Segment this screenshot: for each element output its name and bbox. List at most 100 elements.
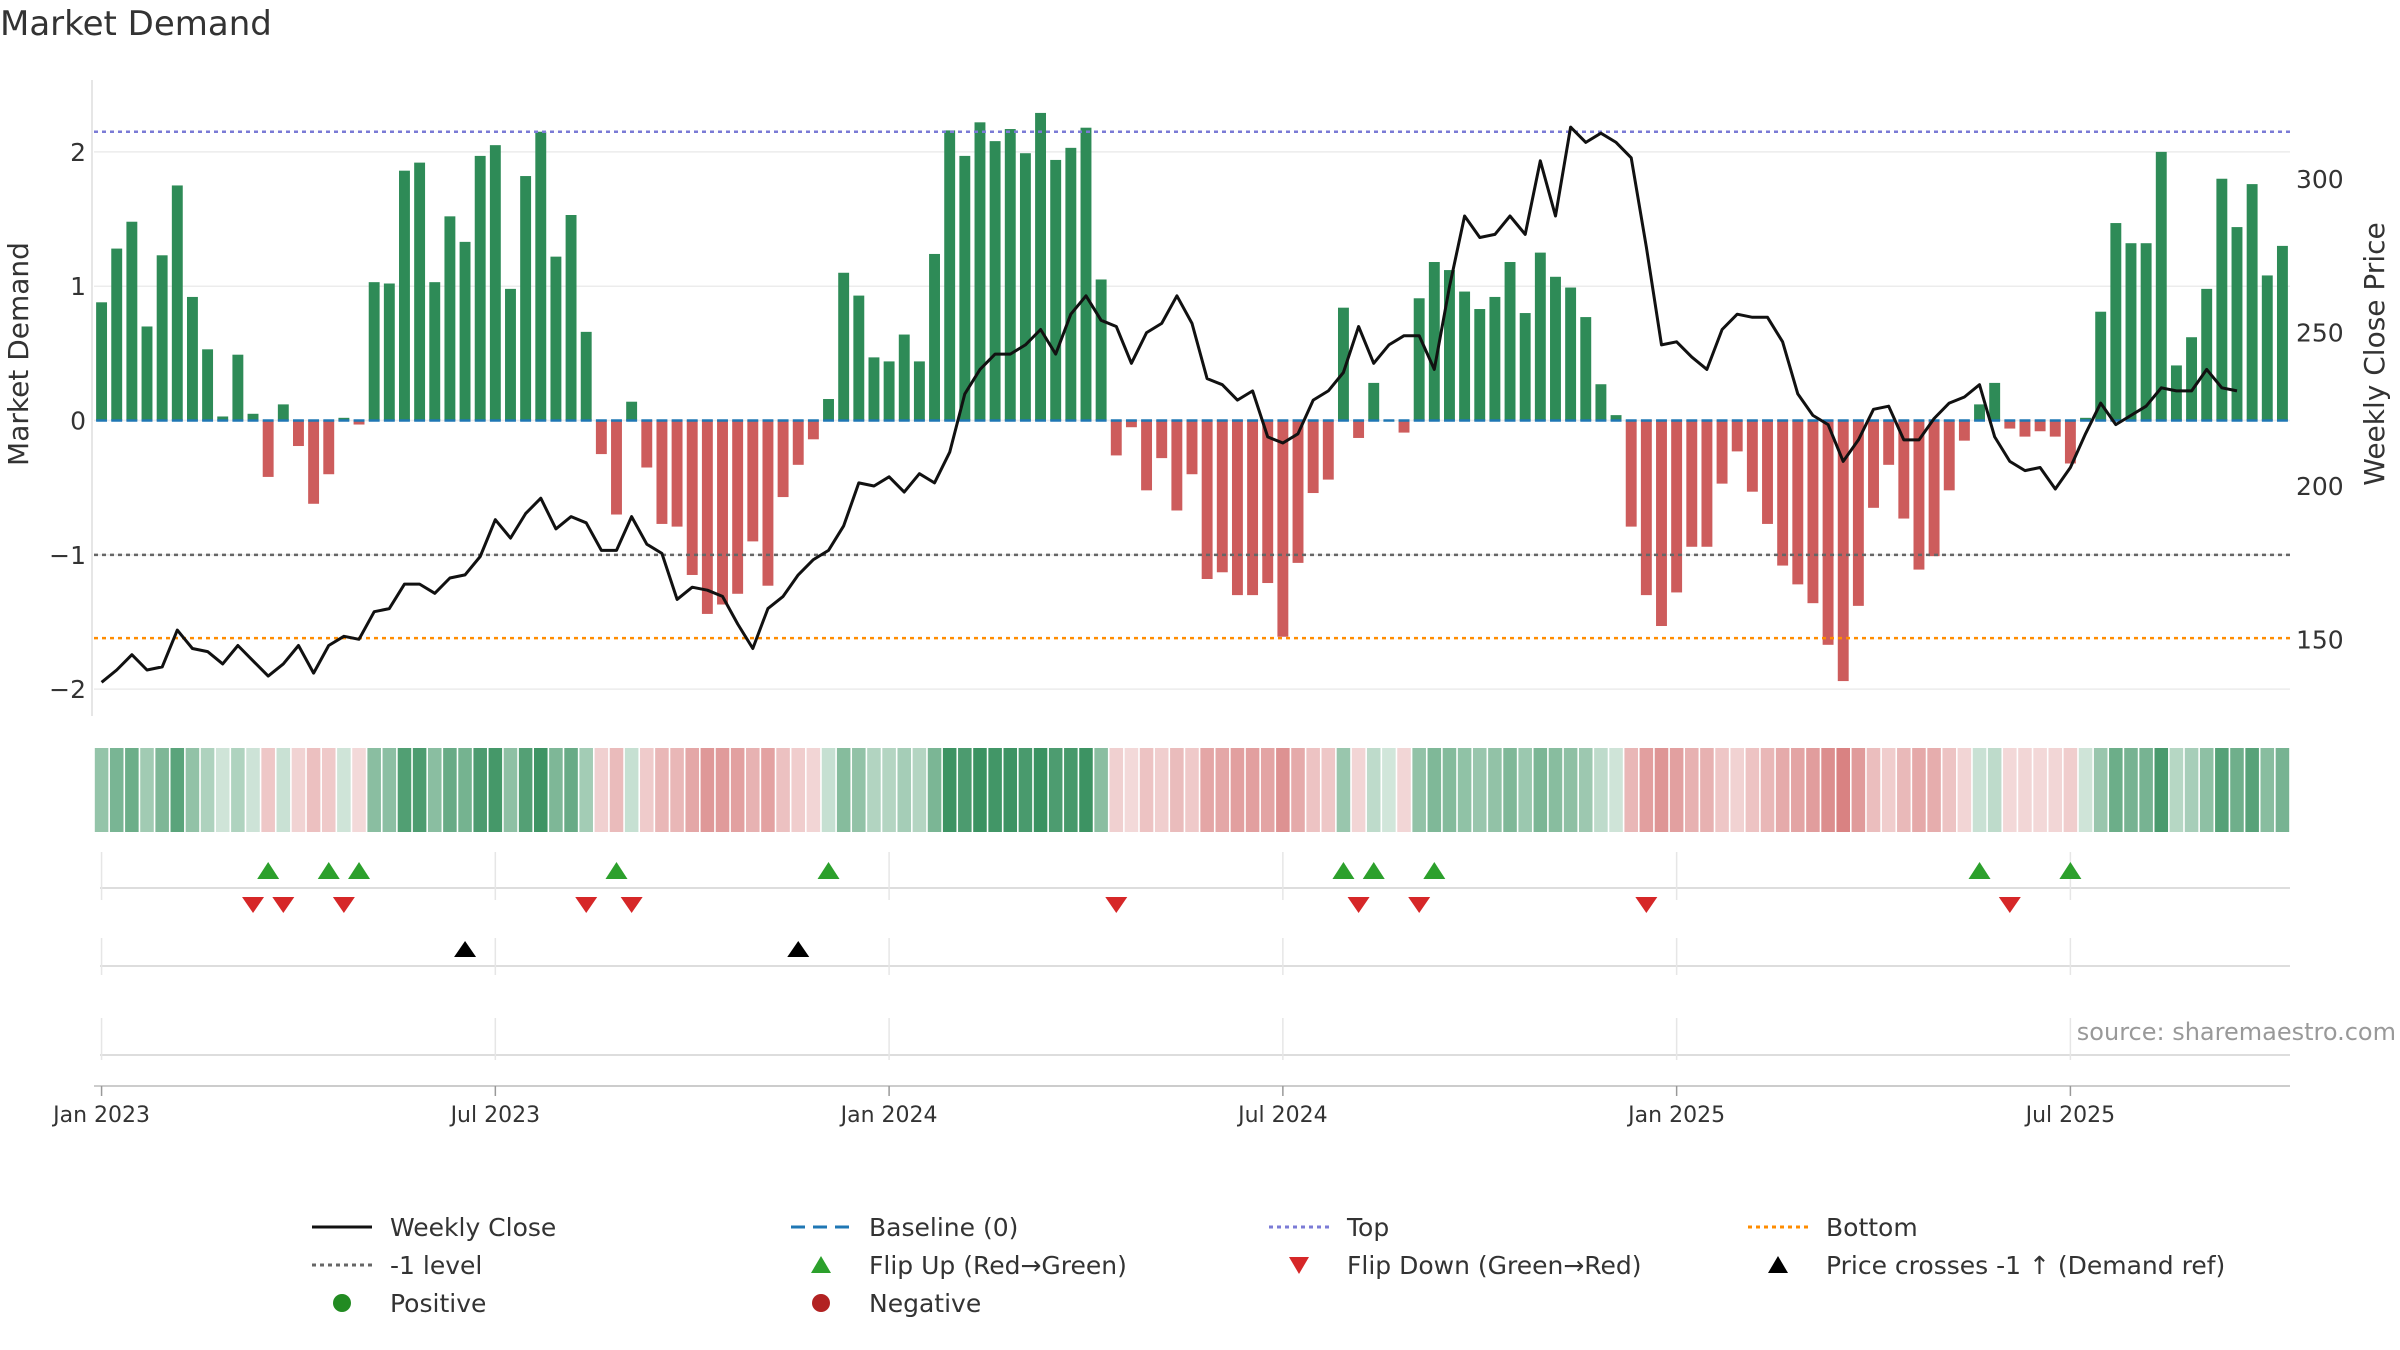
- flip-down-marker: [332, 897, 355, 913]
- demand-bars: [96, 112, 2288, 682]
- heat-cell: [1230, 748, 1245, 832]
- demand-bar: [550, 256, 562, 421]
- heat-cell: [1094, 748, 1108, 832]
- y-tick-label: 2: [70, 138, 86, 167]
- legend-item-negative: Negative: [791, 1284, 981, 1322]
- demand-bar: [1807, 420, 1819, 604]
- heat-cell: [624, 748, 639, 832]
- flip-up-marker: [1423, 862, 1446, 879]
- demand-bar: [338, 417, 350, 421]
- legend-item-flip-down: Flip Down (Green→Red): [1269, 1246, 1642, 1284]
- demand-bar: [1686, 420, 1698, 547]
- demand-bar: [1580, 317, 1592, 421]
- demand-bar: [444, 216, 456, 421]
- demand-bar: [1913, 420, 1925, 570]
- axes-layer: 2 1 0 −1 −2 300 250 200 150: [49, 80, 2344, 716]
- heat-cell: [685, 748, 699, 832]
- heat-cell: [1987, 748, 2002, 832]
- heat-cell: [549, 748, 563, 832]
- demand-bar: [974, 122, 986, 421]
- legend-item-positive: Positive: [312, 1284, 486, 1322]
- demand-bar: [1625, 420, 1637, 527]
- heat-cell: [2275, 748, 2290, 832]
- heat-cell: [594, 748, 609, 832]
- demand-bar: [1762, 420, 1773, 524]
- circle-icon: [333, 1294, 351, 1312]
- demand-bar: [474, 155, 486, 421]
- heat-cell: [321, 748, 336, 832]
- heat-cell: [1079, 748, 1093, 832]
- demand-bar: [1171, 420, 1183, 511]
- heat-cell: [109, 748, 124, 832]
- heat-cell: [2063, 748, 2078, 832]
- heat-cell: [1306, 748, 1320, 832]
- demand-bar: [1413, 298, 1425, 421]
- heat-cell: [776, 748, 790, 832]
- demand-bar: [1519, 313, 1531, 421]
- heat-cell: [1836, 748, 1850, 832]
- heat-cell: [1109, 748, 1124, 832]
- heat-cell: [836, 748, 851, 832]
- heat-cell: [337, 748, 351, 832]
- flip-down-marker: [272, 897, 295, 913]
- heat-cell: [640, 748, 654, 832]
- heat-cell: [1048, 748, 1063, 832]
- x-tick-label: Jul 2024: [1236, 1103, 1328, 1128]
- demand-bar: [1792, 420, 1804, 585]
- demand-bar: [1141, 420, 1153, 491]
- heat-cell: [1912, 748, 1926, 832]
- demand-bar: [247, 413, 259, 421]
- heat-strip: [94, 748, 2290, 832]
- heat-cell: [1791, 748, 1805, 832]
- demand-bar: [777, 420, 789, 498]
- demand-bar: [1004, 129, 1016, 421]
- legend-label: Flip Up (Red→Green): [869, 1250, 1127, 1280]
- legend-item-bottom: Bottom: [1748, 1208, 1918, 1246]
- event-markers: [100, 852, 2290, 1060]
- demand-bar: [368, 282, 380, 421]
- heat-cell: [700, 748, 715, 832]
- heat-cell: [2139, 748, 2153, 832]
- heat-cell: [518, 748, 533, 832]
- heat-cell: [715, 748, 730, 832]
- demand-bar: [1898, 420, 1910, 519]
- demand-bar: [535, 131, 547, 421]
- heat-cell: [609, 748, 624, 832]
- heat-cell: [1351, 748, 1366, 832]
- demand-bar: [1974, 404, 1985, 421]
- heat-cell: [382, 748, 397, 832]
- flip-down-marker: [575, 897, 598, 913]
- heat-cell: [2109, 748, 2123, 832]
- legend-item-price-cross: Price crosses -1 ↑ (Demand ref): [1748, 1246, 2225, 1284]
- demand-bar: [126, 221, 138, 421]
- heat-cell: [1215, 748, 1230, 832]
- demand-bar: [565, 215, 577, 421]
- heat-cell: [1488, 748, 1502, 832]
- demand-bar: [1080, 127, 1092, 421]
- demand-bar: [1337, 307, 1349, 421]
- heat-cell: [2018, 748, 2032, 832]
- demand-bar: [1595, 384, 1607, 421]
- heat-cell: [927, 748, 942, 832]
- demand-bar: [2110, 223, 2122, 421]
- demand-bar: [2155, 151, 2167, 421]
- heat-cell: [412, 748, 427, 832]
- demand-bar: [898, 334, 910, 421]
- demand-bar: [2019, 420, 2031, 437]
- demand-bar: [277, 404, 289, 421]
- legend-item-baseline: Baseline (0): [791, 1208, 1018, 1246]
- legend-item-minus-one: -1 level: [312, 1246, 482, 1284]
- y-tick-label: 1: [70, 272, 86, 301]
- heat-cell: [427, 748, 442, 832]
- heat-cell: [867, 748, 881, 832]
- demand-bar: [1019, 153, 1031, 421]
- heat-cell: [1321, 748, 1336, 832]
- heat-cell: [1154, 748, 1169, 832]
- demand-bar: [1459, 291, 1471, 421]
- demand-bar: [1035, 112, 1047, 421]
- heat-cell: [942, 748, 957, 832]
- heat-cell: [1942, 748, 1957, 832]
- heat-cell: [1927, 748, 1941, 832]
- demand-bar: [1050, 159, 1062, 421]
- heat-cell: [564, 748, 578, 832]
